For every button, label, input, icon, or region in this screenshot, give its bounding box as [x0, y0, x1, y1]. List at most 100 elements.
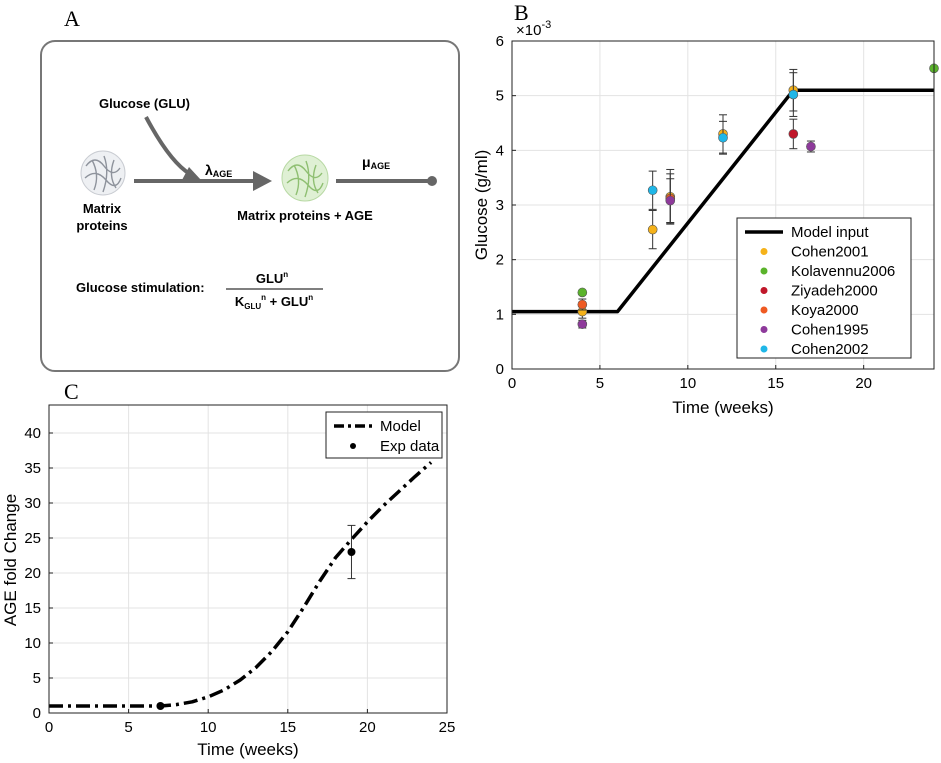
glucose-exponent-base: ×10	[516, 22, 541, 39]
b-y-tick-label: 3	[496, 197, 504, 214]
matrix-protein-icon	[80, 150, 126, 196]
c-x-tick-label: 20	[359, 719, 376, 736]
age-plot-border	[48, 404, 448, 714]
denominator-k-sub: GLU	[244, 302, 261, 311]
diagram-border	[40, 40, 460, 372]
mu-symbol: μ	[362, 154, 371, 170]
c-y-tick-label: 25	[24, 530, 41, 547]
c-y-tick-label: 35	[24, 460, 41, 477]
glucose-model-line-group	[512, 88, 934, 314]
b-y-tick-label: 1	[496, 306, 504, 323]
production-arrowhead	[253, 171, 272, 191]
exp-data-point	[347, 548, 356, 556]
series-cohen2002-point	[718, 132, 728, 143]
age-axis-ticks: 0 5 10 15 20 25 0 5 10 15 20 25 30 35 40	[24, 425, 455, 736]
series-koya2000-point	[577, 299, 588, 310]
b-x-tick-label: 20	[855, 375, 872, 392]
panel-label-a: A	[64, 6, 80, 31]
c-x-tick-label: 0	[45, 719, 53, 736]
age-legend: Model Exp data	[325, 411, 443, 459]
series-cohen2002-point	[788, 89, 799, 100]
b-y-tick-label: 4	[496, 142, 504, 159]
b-y-tick-label: 6	[496, 33, 504, 50]
series-cohen1995-point	[665, 195, 676, 206]
legend-dot-swatch	[760, 345, 768, 353]
c-y-tick-label: 0	[33, 705, 41, 722]
legend-dot-swatch	[760, 267, 768, 275]
series-kolavennu2006-point	[577, 287, 588, 298]
c-y-tick-label: 30	[24, 495, 41, 512]
glucose-x-axis-label: Time (weeks)	[672, 398, 773, 417]
legend-entry-cohen2001: Cohen2001	[791, 244, 869, 261]
glucose-chart: 0 5 10 15 20 0 1 2 3 4 5 6 ×10-3 Time (weeks) Gluco…	[472, 19, 939, 417]
c-y-tick-label: 20	[24, 565, 41, 582]
age-model-line-group	[49, 461, 433, 708]
panel-label-b: B	[514, 0, 529, 25]
lambda-label: λAGE	[205, 162, 232, 179]
series-cohen1995-point	[806, 141, 816, 152]
glucose-exponent-power: -3	[541, 19, 551, 31]
series-cohen2002-point	[647, 185, 658, 196]
denominator-plus: + GLU	[266, 294, 308, 309]
degradation-end-dot	[427, 176, 437, 186]
denominator-k-sup: n	[261, 293, 266, 302]
product-label: Matrix proteins + AGE	[237, 208, 373, 223]
legend-dot-swatch	[760, 248, 768, 255]
mu-subscript: AGE	[371, 161, 391, 171]
c-x-tick-label: 5	[124, 719, 132, 736]
formula-numerator: GLUn	[256, 270, 288, 286]
numerator-main: GLU	[256, 271, 283, 286]
glucose-exponent-label: ×10-3	[516, 19, 551, 39]
age-exp-data-points	[156, 524, 356, 710]
age-x-axis-label: Time (weeks)	[197, 740, 298, 759]
lambda-symbol: λ	[205, 162, 213, 178]
matrix-label-line2: proteins	[76, 218, 127, 233]
legend-entry-kolavennu2006: Kolavennu2006	[791, 263, 895, 280]
legend-entry-exp-data: Exp data	[380, 438, 440, 455]
glucose-arrowhead	[182, 167, 201, 180]
c-x-tick-label: 15	[279, 719, 296, 736]
b-x-tick-label: 10	[679, 375, 696, 392]
formula-denominator: KGLUn + GLUn	[235, 293, 313, 311]
glucose-y-axis-label: Glucose (g/ml)	[472, 150, 491, 261]
series-cohen1995-point	[577, 319, 588, 329]
c-x-tick-label: 10	[200, 719, 217, 736]
series-cohen2001-point	[647, 224, 658, 235]
b-model-line	[512, 88, 934, 314]
b-x-tick-label: 5	[596, 375, 604, 392]
c-y-tick-label: 5	[33, 670, 41, 687]
age-protein-icon	[281, 154, 329, 202]
glucose-axis-ticks: 0 5 10 15 20 0 1 2 3 4 5 6	[496, 33, 872, 392]
stimulation-label: Glucose stimulation:	[76, 280, 205, 295]
b-y-tick-label: 2	[496, 252, 504, 269]
legend-entry-cohen1995: Cohen1995	[791, 322, 869, 339]
b-x-tick-label: 0	[508, 375, 516, 392]
legend-dot-swatch	[760, 326, 768, 333]
numerator-sup: n	[283, 270, 288, 279]
glucose-legend: Model input Cohen2001 Kolavennu2006 Ziyadeh…	[736, 217, 912, 359]
age-y-axis-label: AGE fold Change	[1, 494, 20, 626]
legend-entry-ziyadeh2000: Ziyadeh2000	[791, 283, 878, 300]
series-ziyadeh2000-point	[788, 129, 799, 139]
b-y-tick-label: 0	[496, 361, 504, 378]
legend-entry-model-input: Model input	[791, 224, 869, 241]
lambda-subscript: AGE	[213, 169, 233, 179]
legend-dot-swatch	[760, 287, 768, 294]
b-x-tick-label: 15	[767, 375, 784, 392]
legend-entry-model: Model	[380, 418, 421, 435]
c-y-tick-label: 40	[24, 425, 41, 442]
denominator-k: K	[235, 294, 245, 309]
glucose-label: Glucose (GLU)	[99, 96, 190, 111]
matrix-label-line1: Matrix	[83, 201, 122, 216]
glucose-data-points	[577, 63, 939, 329]
legend-dot-swatch	[350, 443, 356, 449]
c-y-tick-label: 15	[24, 600, 41, 617]
exp-data-point	[156, 702, 165, 710]
legend-dot-swatch	[760, 306, 768, 314]
c-model-line	[49, 461, 433, 708]
b-y-tick-label: 5	[496, 88, 504, 105]
c-x-tick-label: 25	[439, 719, 456, 736]
c-legend-box	[325, 411, 443, 459]
